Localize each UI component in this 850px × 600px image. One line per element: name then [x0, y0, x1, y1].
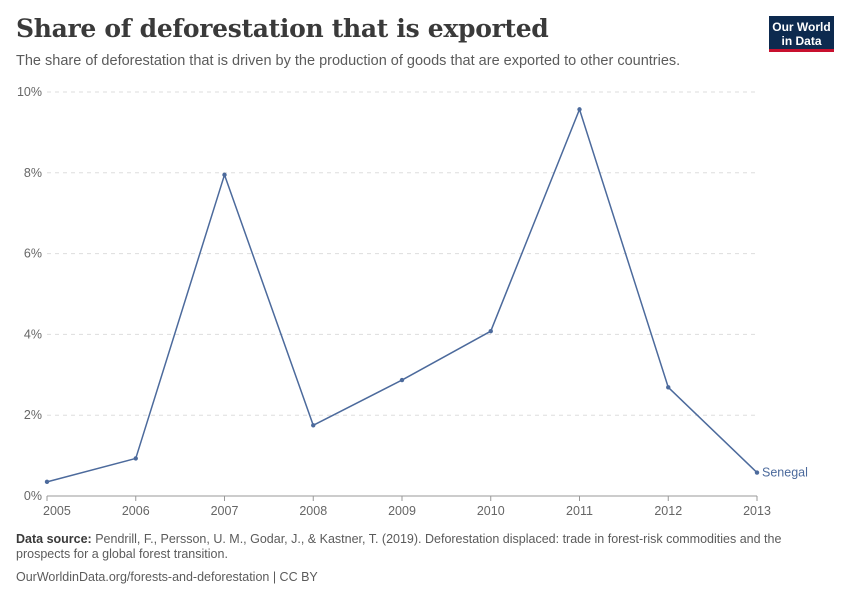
chart-title: Share of deforestation that is exported: [16, 14, 549, 43]
x-tick-label: 2007: [211, 504, 239, 518]
data-point[interactable]: [399, 377, 405, 383]
grid-lines: [47, 91, 757, 416]
series-label-senegal: Senegal: [762, 466, 808, 480]
y-tick-label: 4%: [24, 327, 42, 341]
series-line-senegal: [46, 107, 758, 483]
y-tick-label: 2%: [24, 408, 42, 422]
chart-subtitle: The share of deforestation that is drive…: [16, 53, 681, 69]
y-tick-label: 6%: [24, 247, 42, 261]
x-tick-label: 2006: [122, 504, 150, 518]
source-label: Data source:: [16, 532, 92, 546]
source-text: Pendrill, F., Persson, U. M., Godar, J.,…: [16, 532, 782, 561]
y-tick-label: 0%: [24, 489, 42, 503]
x-tick-label: 2012: [654, 504, 682, 518]
x-tick-label: 2013: [743, 504, 771, 518]
x-tick-label: 2005: [43, 504, 71, 518]
data-point[interactable]: [488, 328, 493, 334]
data-point[interactable]: [44, 479, 50, 485]
data-point[interactable]: [311, 423, 316, 428]
logo-line-2: in Data: [781, 34, 822, 48]
x-tick-label: 2008: [299, 504, 327, 518]
series-group: Senegal: [44, 107, 808, 485]
logo-line-1: Our World: [772, 20, 831, 34]
x-tick-label: 2011: [566, 504, 593, 518]
data-point[interactable]: [666, 385, 671, 390]
data-point[interactable]: [754, 470, 760, 475]
x-axis: 2005 2006 2007 2008 2009 2010 2011 2012 2013: [43, 495, 771, 518]
data-point[interactable]: [222, 172, 227, 178]
data-point[interactable]: [577, 107, 582, 112]
line-chart: 0%2%4%6%8%10% 2005 2006 2007 2008 2009 2010 20…: [17, 85, 808, 518]
source-note: Data source: Pendrill, F., Persson, U. M…: [16, 532, 816, 562]
x-tick-label: 2009: [388, 504, 416, 518]
y-tick-label: 8%: [24, 166, 42, 180]
data-point[interactable]: [133, 456, 138, 461]
y-tick-label: 10%: [17, 85, 42, 99]
x-tick-label: 2010: [477, 504, 505, 518]
y-tick-labels: 0% 2% 4% 6% 8% 10%: [17, 85, 42, 503]
owid-logo[interactable]: Our World in Data: [769, 16, 834, 52]
footer-url[interactable]: OurWorldinData.org/forests-and-deforesta…: [16, 570, 318, 584]
